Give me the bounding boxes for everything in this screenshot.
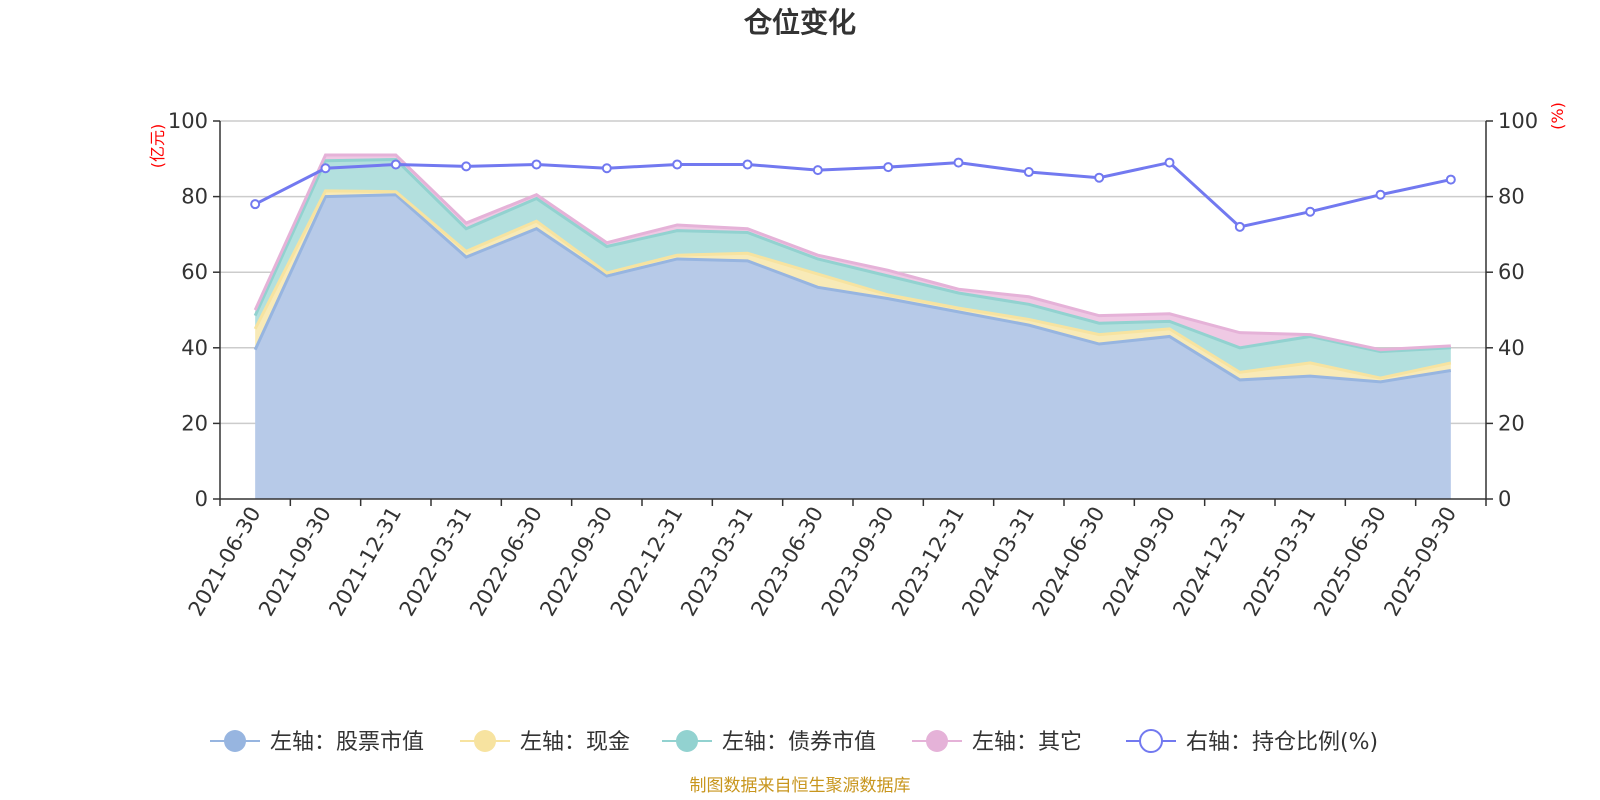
stacked-areas [253,153,1452,499]
ratio-point [953,157,964,168]
ratio-point [320,163,331,174]
right-axis-unit: (%) [1548,102,1567,130]
ratio-point [883,162,894,173]
ratio-point [672,159,683,170]
x-axis-tick-label: 2024-12-31 [1168,503,1250,621]
ratio-point [742,159,753,170]
ratio-point [250,199,261,210]
right-axis-tick-label: 100 [1498,109,1538,133]
legend-label-2: 左轴：债券市值 [722,730,876,755]
ratio-point [1305,206,1316,217]
x-axis-tick-label: 2022-12-31 [606,503,688,621]
chart-title: 仓位变化 [744,6,856,39]
legend-marker-3 [926,730,948,752]
x-axis-tick-label: 2021-06-30 [184,503,266,621]
x-axis-tick-label: 2024-09-30 [1098,503,1180,621]
left-axis-tick-label: 0 [195,487,208,511]
legend-marker-0 [224,730,246,752]
area-0 [255,194,1451,499]
legend-label-0: 左轴：股票市值 [270,730,424,755]
x-axis-tick-label: 2023-12-31 [887,503,969,621]
left-axis-tick-label: 60 [181,260,208,284]
x-axis-tick-label: 2023-06-30 [746,503,828,621]
ratio-point [1164,157,1175,168]
legend-marker-1 [474,730,496,752]
ratio-point [390,159,401,170]
ratio-point [1094,172,1105,183]
ratio-point [461,161,472,172]
legend: 左轴：股票市值 左轴：现金 左轴：债券市值 左轴：其它 右轴：持仓比例(%) [210,729,1378,755]
x-axis-tick-label: 2022-06-30 [465,503,547,621]
x-axis-tick-label: 2023-03-31 [676,503,758,621]
ratio-line [254,160,1452,229]
ratio-point [1234,221,1245,232]
right-axis-tick-label: 0 [1498,487,1511,511]
area-edge-1 [253,189,1452,380]
left-axis-tick-label: 100 [168,109,208,133]
data-source-note: 制图数据来自恒生聚源数据库 [690,776,911,796]
legend-label-3: 左轴：其它 [972,730,1082,755]
x-axis-tick-label: 2022-09-30 [535,503,617,621]
x-axis-tick-label: 2021-12-31 [324,503,406,621]
right-axis-tick-label: 60 [1498,260,1525,284]
legend-label-1: 左轴：现金 [520,730,630,755]
ratio-point [1445,174,1456,185]
x-axis-tick-label: 2025-03-31 [1239,503,1321,621]
ratio-point [1375,189,1386,200]
legend-label-4: 右轴：持仓比例(%) [1186,730,1378,755]
right-axis-tick-label: 40 [1498,336,1525,360]
left-axis-tick-label: 40 [181,336,208,360]
left-axis-tick-label: 20 [181,411,208,435]
ratio-point [601,163,612,174]
x-axis-tick-label: 2022-03-31 [395,502,477,620]
x-axis-tick-label: 2023-09-30 [817,503,899,621]
ratio-point [531,159,542,170]
x-axis-tick-label: 2024-06-30 [1028,503,1110,621]
left-axis-unit: (亿元) [148,124,167,169]
ratio-point [812,165,823,176]
area-edge-2 [253,158,1451,354]
right-axis-tick-label: 80 [1498,185,1525,209]
ratio-line-series [250,157,1456,232]
x-axis-tick-label: 2025-06-30 [1309,503,1391,621]
x-axis-tick-label: 2025-09-30 [1379,503,1461,621]
right-axis-tick-label: 20 [1498,411,1525,435]
ratio-point [1023,167,1034,178]
legend-marker-4 [1139,729,1163,753]
x-axis-tick-label: 2021-09-30 [254,503,336,621]
area-edge-3 [253,153,1451,352]
area-edge-0 [253,193,1452,384]
left-axis-tick-label: 80 [181,185,208,209]
legend-marker-2 [676,730,698,752]
area-1 [255,190,1451,382]
x-axis-tick-label: 2024-03-31 [957,503,1039,621]
